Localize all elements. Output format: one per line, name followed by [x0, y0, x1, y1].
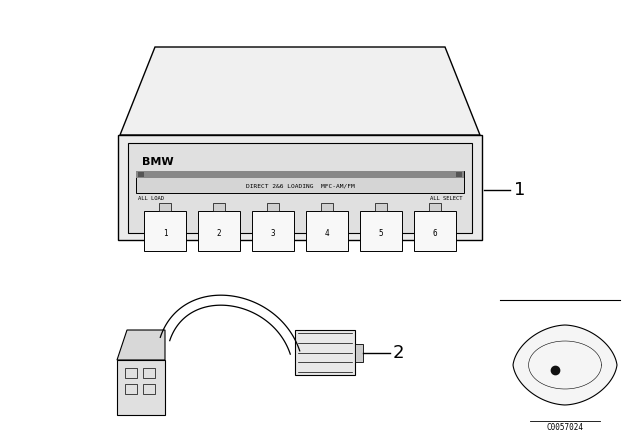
Text: DIRECT 2&6 LOADING  MFC-AM/FM: DIRECT 2&6 LOADING MFC-AM/FM [246, 183, 355, 188]
Polygon shape [136, 171, 464, 178]
Text: 4: 4 [324, 228, 330, 237]
Polygon shape [374, 203, 387, 211]
Polygon shape [120, 47, 480, 135]
Text: 2: 2 [393, 344, 404, 362]
Text: 2: 2 [217, 228, 221, 237]
Polygon shape [321, 203, 333, 211]
Text: 1: 1 [514, 181, 525, 199]
Polygon shape [138, 172, 144, 177]
Text: 5: 5 [379, 228, 383, 237]
Polygon shape [414, 211, 456, 251]
Polygon shape [212, 203, 225, 211]
Polygon shape [136, 171, 464, 193]
Polygon shape [252, 211, 294, 251]
Polygon shape [117, 330, 165, 360]
Polygon shape [429, 203, 442, 211]
Text: 6: 6 [433, 228, 437, 237]
Polygon shape [513, 325, 617, 405]
Text: ALL LOAD: ALL LOAD [138, 196, 164, 201]
Text: ALL SELECT: ALL SELECT [429, 196, 462, 201]
Polygon shape [355, 344, 363, 362]
Polygon shape [295, 330, 355, 375]
Polygon shape [118, 135, 482, 240]
Polygon shape [360, 211, 402, 251]
Polygon shape [267, 203, 279, 211]
Polygon shape [159, 203, 172, 211]
Polygon shape [144, 211, 186, 251]
Polygon shape [128, 143, 472, 233]
Polygon shape [117, 360, 165, 415]
Text: 3: 3 [271, 228, 275, 237]
Polygon shape [456, 172, 462, 177]
Text: 1: 1 [163, 228, 167, 237]
Polygon shape [198, 211, 240, 251]
Polygon shape [306, 211, 348, 251]
Text: C0057024: C0057024 [547, 423, 584, 432]
Text: BMW: BMW [142, 157, 173, 167]
